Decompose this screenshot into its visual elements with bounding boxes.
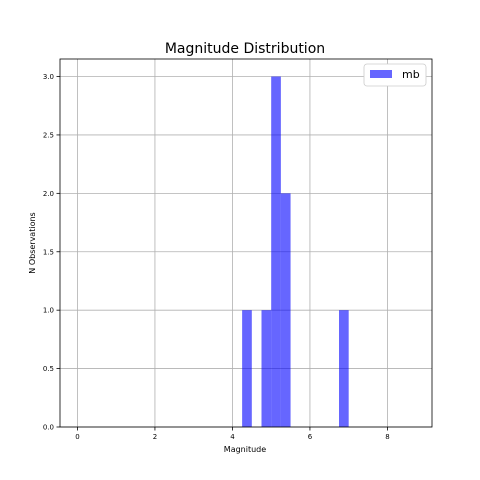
y-tick-label: 0.0: [43, 424, 54, 432]
x-tick-label: 8: [385, 433, 389, 441]
y-tick-label: 0.5: [43, 365, 54, 373]
y-tick-label: 1.0: [43, 307, 54, 315]
x-tick-label: 0: [75, 433, 79, 441]
y-tick-label: 2.0: [43, 190, 54, 198]
y-axis-ticks: 0.0 0.5 1.0 1.5 2.0 2.5 3.0: [43, 73, 60, 432]
y-tick-label: 3.0: [43, 73, 54, 81]
bars: [242, 76, 349, 428]
histogram-bar: [339, 310, 349, 427]
histogram-bar: [280, 193, 291, 427]
grid: [60, 59, 432, 428]
legend-swatch-mb: [370, 70, 392, 78]
y-axis-label: N Observations: [28, 212, 37, 273]
x-axis-ticks: 0 2 4 6 8: [75, 427, 390, 441]
x-tick-label: 2: [153, 433, 157, 441]
chart-title: Magnitude Distribution: [165, 41, 325, 57]
y-tick-label: 2.5: [43, 131, 54, 139]
x-axis-label: Magnitude: [224, 445, 266, 454]
histogram-bar: [242, 310, 252, 427]
y-tick-label: 1.5: [43, 248, 54, 256]
legend: mb: [363, 63, 427, 87]
histogram-bar: [271, 76, 281, 428]
histogram-bar: [261, 310, 272, 427]
x-tick-label: 4: [230, 433, 235, 441]
x-tick-label: 6: [308, 433, 313, 441]
legend-box: [363, 63, 427, 87]
legend-label-mb: mb: [402, 68, 420, 81]
plot-area: [59, 58, 433, 428]
